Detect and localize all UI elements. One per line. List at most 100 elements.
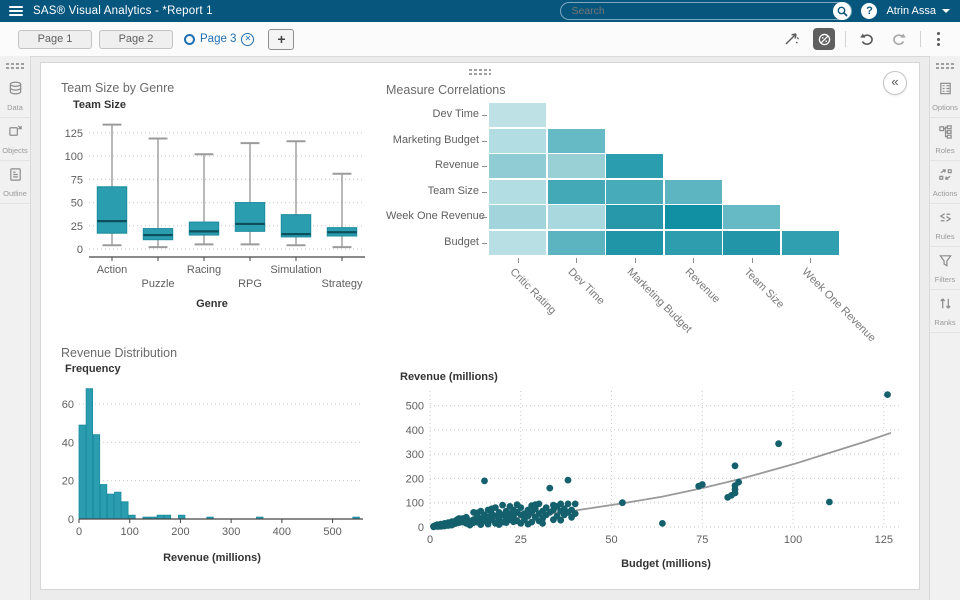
search-box[interactable]	[560, 2, 853, 20]
heatmap-chart[interactable]: Dev Time Marketing Budget Revenue Team Size…	[386, 99, 914, 345]
heatmap-cell-Budget-Marketing Budget[interactable]	[606, 230, 663, 255]
heatmap-panel[interactable]: Measure Correlations Dev Time Marketing B…	[386, 83, 914, 355]
menu-icon[interactable]	[9, 6, 23, 16]
scatter-point[interactable]	[481, 477, 488, 485]
scatter-point[interactable]	[564, 500, 572, 508]
box-Racing[interactable]	[188, 153, 220, 246]
heatmap-cell-Team Size-Marketing Budget[interactable]	[606, 179, 663, 204]
object-drag-grip[interactable]	[469, 69, 491, 77]
histogram-bar[interactable]	[114, 491, 122, 520]
heatmap-cell-Team Size-Dev Time[interactable]	[547, 179, 605, 204]
scatter-point[interactable]	[564, 476, 572, 484]
histogram-bar[interactable]	[107, 493, 115, 520]
heatmap-cell-Dev Time-Critic Rating[interactable]	[489, 103, 546, 127]
ranks-icon	[938, 296, 953, 316]
heatmap-cell-Week One Revenue-Dev Time[interactable]	[547, 205, 605, 229]
scatter-point[interactable]	[884, 391, 891, 398]
right-rail-item-options[interactable]: Options	[930, 75, 960, 118]
scatter-point[interactable]	[492, 504, 499, 511]
box-RPG[interactable]	[234, 142, 266, 246]
add-page-button[interactable]: +	[268, 28, 295, 50]
boxplot-panel[interactable]: Team Size by Genre Team Size 0 25 50 75 100 1…	[51, 81, 375, 333]
help-icon[interactable]: ?	[861, 3, 878, 19]
histogram-bar[interactable]	[78, 424, 86, 520]
undo-button[interactable]	[856, 28, 878, 50]
histogram-bar[interactable]	[121, 501, 129, 520]
scatter-panel[interactable]: Revenue (millions) 0 25 50 75 100 125 0 100 200 3…	[386, 363, 916, 587]
tab-page-2[interactable]: Page 2	[99, 29, 173, 49]
box-Action[interactable]	[96, 123, 128, 247]
scatter-point[interactable]	[619, 499, 626, 507]
heatmap-col-label: Week One Revenue	[799, 266, 878, 345]
scatter-point[interactable]	[557, 516, 565, 524]
histogram-chart[interactable]: 0 20 40 60 0 100 200 300 400 500	[51, 375, 373, 547]
user-menu[interactable]: Atrin Assa	[886, 5, 950, 17]
tab-page-1[interactable]: Page 1	[18, 29, 92, 49]
tab-page-3-active[interactable]: Page 3 ✕	[184, 32, 255, 46]
right-rail-grip[interactable]	[936, 63, 954, 71]
more-options-icon[interactable]	[931, 30, 946, 48]
scatter-point[interactable]	[546, 484, 554, 492]
heatmap-cell-Budget-Revenue[interactable]	[664, 230, 722, 255]
scatter-point[interactable]	[557, 500, 565, 508]
heatmap-cell-Week One Revenue-Critic Rating[interactable]	[489, 205, 546, 229]
heatmap-cell-Budget-Week One Revenue[interactable]	[781, 230, 839, 255]
box-Strategy[interactable]	[326, 172, 358, 249]
heatmap-cell-Week One Revenue-Marketing Budget[interactable]	[606, 205, 663, 229]
histogram-bar[interactable]	[99, 484, 108, 520]
left-rail-grip[interactable]	[6, 63, 24, 71]
heatmap-row-label: Team Size	[427, 184, 479, 197]
boxplot-chart[interactable]: 0 25 50 75 100 125 Action Puzzle Racing RPG Simula…	[51, 111, 373, 293]
right-rail-item-actions[interactable]: Actions	[930, 161, 960, 204]
left-rail-item-objects[interactable]: Objects	[0, 118, 30, 161]
auto-chart-button[interactable]	[813, 28, 835, 50]
scatter-point[interactable]	[528, 518, 536, 526]
heatmap-cell-Budget-Critic Rating[interactable]	[489, 230, 546, 255]
scatter-point[interactable]	[775, 440, 782, 448]
svg-text:300: 300	[222, 526, 240, 538]
right-rail-item-roles[interactable]: Roles	[930, 118, 960, 161]
scatter-point[interactable]	[698, 481, 706, 488]
collapse-panel-button[interactable]: «	[883, 71, 907, 95]
scatter-point[interactable]	[542, 504, 550, 511]
scatter-point[interactable]	[731, 462, 739, 470]
left-rail-item-data[interactable]: Data	[0, 75, 30, 118]
heatmap-cell-Budget-Team Size[interactable]	[723, 230, 780, 255]
scatter-point[interactable]	[539, 520, 546, 527]
right-rail-item-ranks[interactable]: Ranks	[930, 290, 960, 333]
scatter-point[interactable]	[659, 520, 666, 527]
redo-button[interactable]	[888, 28, 910, 50]
scatter-point[interactable]	[517, 504, 525, 511]
box-Puzzle[interactable]	[142, 137, 174, 249]
right-rail-item-rules[interactable]: Rules	[930, 204, 960, 247]
right-rail-item-filters[interactable]: Filters	[930, 247, 960, 290]
close-tab-icon[interactable]: ✕	[241, 32, 255, 46]
heatmap-cell-Revenue-Dev Time[interactable]	[547, 154, 605, 178]
heatmap-cell-Budget-Dev Time[interactable]	[547, 230, 605, 255]
heatmap-cell-Revenue-Marketing Budget[interactable]	[606, 154, 663, 178]
heatmap-cell-Week One Revenue-Team Size[interactable]	[723, 205, 780, 229]
quick-actions-icon[interactable]	[781, 28, 803, 50]
heatmap-cell-Marketing Budget-Dev Time[interactable]	[547, 128, 605, 153]
scatter-point[interactable]	[499, 501, 506, 509]
histogram-panel[interactable]: Revenue Distribution Frequency 0 20 40 60 0 1…	[51, 346, 375, 586]
search-icon[interactable]	[833, 2, 852, 20]
box-Simulation[interactable]	[280, 140, 312, 247]
heatmap-cell-Team Size-Critic Rating[interactable]	[489, 179, 546, 204]
scatter-point[interactable]	[535, 500, 543, 508]
heatmap-cell-Revenue-Critic Rating[interactable]	[489, 154, 546, 178]
heatmap-cell-Team Size-Revenue[interactable]	[664, 179, 722, 204]
left-rail-item-outline[interactable]: Outline	[0, 161, 30, 204]
scatter-point[interactable]	[735, 478, 742, 486]
search-input[interactable]	[561, 5, 832, 17]
histogram-bar[interactable]	[92, 434, 101, 520]
svg-text:0: 0	[76, 526, 82, 538]
heatmap-cell-Marketing Budget-Critic Rating[interactable]	[489, 128, 546, 153]
options-icon	[938, 81, 953, 101]
scatter-point[interactable]	[571, 500, 579, 508]
heatmap-cell-Week One Revenue-Revenue[interactable]	[664, 205, 722, 229]
scatter-chart[interactable]: 0 25 50 75 100 125 0 100 200 300 400 500	[386, 385, 914, 553]
scatter-point[interactable]	[826, 498, 833, 506]
scatter-point[interactable]	[571, 510, 579, 517]
histogram-bar[interactable]	[85, 388, 93, 520]
